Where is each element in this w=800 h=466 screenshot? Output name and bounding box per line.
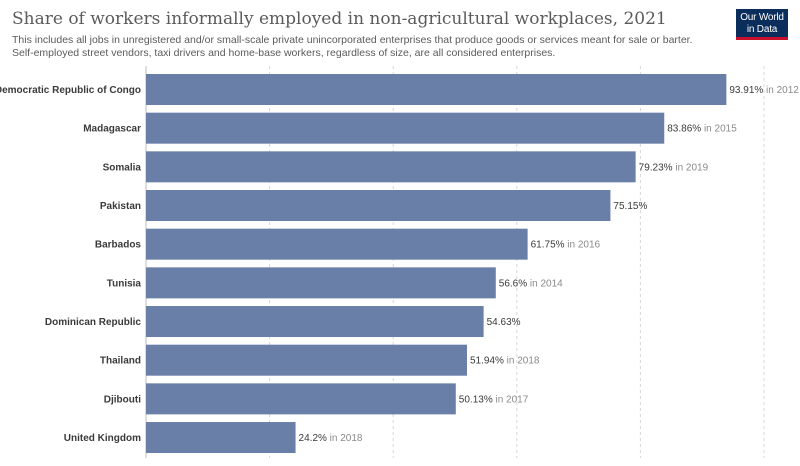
value-label: 51.94% in 2018 [470,356,540,367]
value-label: 54.63% [487,317,521,328]
bar-group[interactable]: Tunisia 56.6% in 2014 [107,267,563,299]
value-text: 51.94% [470,356,504,367]
logo-line-1: Our World [740,12,784,23]
bar[interactable] [146,344,467,376]
value-text: 93.91% [729,85,763,96]
bar-group[interactable]: Barbados 61.75% in 2016 [95,228,601,260]
bar-group[interactable]: United Kingdom 24.2% in 2018 [64,422,363,454]
value-text: 83.86% [667,124,701,135]
value-label: 24.2% in 2018 [299,433,363,444]
category-label: Barbados [95,240,142,251]
bar[interactable] [146,151,636,183]
value-label: 56.6% in 2014 [499,278,563,289]
category-label: Madagascar [83,124,141,135]
bar[interactable] [146,228,528,260]
category-label: Somalia [103,162,142,173]
year-note: in 2014 [527,278,563,289]
value-label: 83.86% in 2015 [667,124,737,135]
category-label: Thailand [100,356,141,367]
bar-group[interactable]: Democratic Republic of Congo 93.91% in 20… [0,74,799,105]
value-text: 75.15% [613,201,647,212]
category-label: Tunisia [107,278,142,289]
value-label: 93.91% in 2012 [729,85,799,96]
bar[interactable] [146,267,496,299]
bar[interactable] [146,190,611,222]
value-label: 61.75% in 2016 [531,240,601,251]
value-label: 79.23% in 2019 [639,162,709,173]
bar[interactable] [146,422,296,454]
bar-group[interactable]: Madagascar 83.86% in 2015 [83,112,737,144]
bar[interactable] [146,74,727,105]
category-label: United Kingdom [64,433,141,444]
year-note: in 2012 [763,85,799,96]
value-text: 79.23% [639,162,673,173]
chart-header: Share of workers informally employed in … [12,8,712,59]
bar-group[interactable]: Djibouti 50.13% in 2017 [104,383,529,415]
logo-line-2: in Data [746,23,778,35]
year-note: in 2018 [504,356,540,367]
bars: Democratic Republic of Congo 93.91% in 20… [0,74,799,454]
value-text: 54.63% [487,317,521,328]
value-text: 61.75% [531,240,565,251]
value-text: 24.2% [299,433,327,444]
year-note: in 2019 [673,162,709,173]
year-note: in 2015 [701,124,737,135]
chart-title: Share of workers informally employed in … [12,9,667,29]
year-note: in 2018 [327,433,363,444]
bar-group[interactable]: Somalia 79.23% in 2019 [103,151,709,183]
owid-logo[interactable]: Our World in Data [736,9,788,40]
year-note: in 2017 [493,394,529,405]
value-text: 50.13% [459,394,493,405]
value-text: 56.6% [499,278,527,289]
bar[interactable] [146,306,484,338]
bar-group[interactable]: Pakistan 75.15% [100,190,648,222]
category-label: Djibouti [104,394,141,405]
bar[interactable] [146,112,665,144]
chart-subtitle: This includes all jobs in unregistered a… [12,34,693,59]
category-label: Democratic Republic of Congo [0,85,141,96]
bar-group[interactable]: Thailand 51.94% in 2018 [100,344,540,376]
value-label: 75.15% [613,201,647,212]
category-label: Pakistan [100,201,141,212]
bar-group[interactable]: Dominican Republic 54.63% [45,306,521,338]
year-note: in 2016 [565,240,601,251]
value-label: 50.13% in 2017 [459,394,529,405]
bar[interactable] [146,383,456,415]
category-label: Dominican Republic [45,317,142,328]
